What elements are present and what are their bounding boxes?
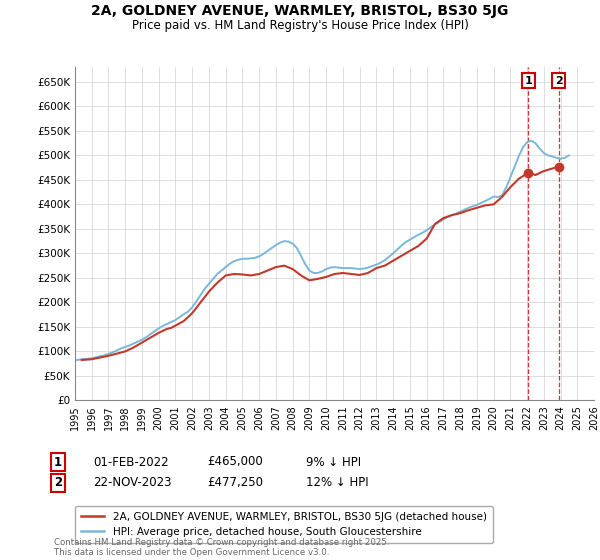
Text: Contains HM Land Registry data © Crown copyright and database right 2025.
This d: Contains HM Land Registry data © Crown c… <box>54 538 389 557</box>
Text: 1: 1 <box>524 76 532 86</box>
Text: 2: 2 <box>54 476 62 489</box>
Text: 2: 2 <box>555 76 563 86</box>
Text: 1: 1 <box>54 455 62 469</box>
Text: 9% ↓ HPI: 9% ↓ HPI <box>306 455 361 469</box>
Text: 2A, GOLDNEY AVENUE, WARMLEY, BRISTOL, BS30 5JG: 2A, GOLDNEY AVENUE, WARMLEY, BRISTOL, BS… <box>91 4 509 18</box>
Text: 22-NOV-2023: 22-NOV-2023 <box>93 476 172 489</box>
Text: 01-FEB-2022: 01-FEB-2022 <box>93 455 169 469</box>
Text: £465,000: £465,000 <box>207 455 263 469</box>
Text: £477,250: £477,250 <box>207 476 263 489</box>
Text: 12% ↓ HPI: 12% ↓ HPI <box>306 476 368 489</box>
Legend: 2A, GOLDNEY AVENUE, WARMLEY, BRISTOL, BS30 5JG (detached house), HPI: Average pr: 2A, GOLDNEY AVENUE, WARMLEY, BRISTOL, BS… <box>75 506 493 543</box>
Text: Price paid vs. HM Land Registry's House Price Index (HPI): Price paid vs. HM Land Registry's House … <box>131 19 469 32</box>
